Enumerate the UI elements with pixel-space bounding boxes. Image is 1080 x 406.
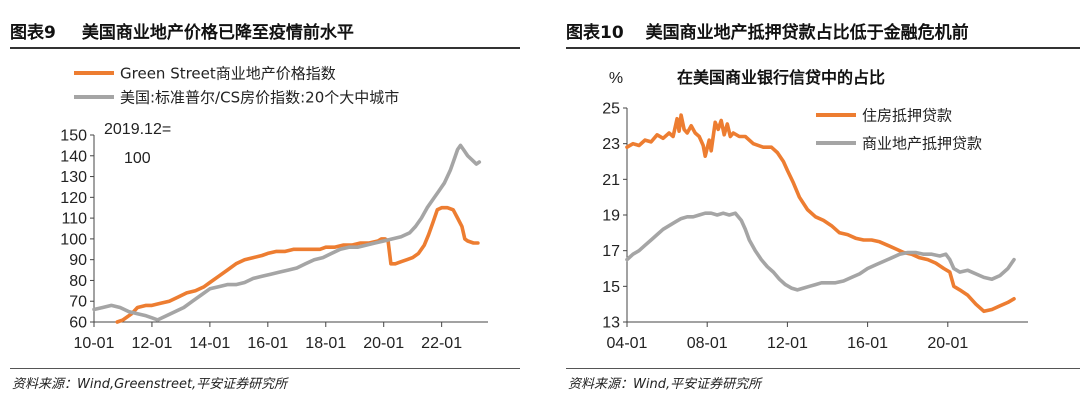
x-tick-label: 18-01 (305, 335, 346, 352)
legend-label: Green Street商业地产价格指数 (120, 65, 336, 83)
y-tick-label: 19 (602, 208, 620, 225)
y-unit-label: % (609, 70, 623, 87)
index-base-note: 2019.12= (104, 121, 171, 138)
figure-header: 图表10 美国商业地产抵押贷款占比低于金融危机前 (566, 14, 1080, 46)
y-tick-label: 120 (60, 190, 87, 207)
series-line (92, 143, 482, 322)
series-line (625, 113, 1016, 314)
legend-label: 商业地产抵押贷款 (862, 135, 982, 153)
legend-label: 美国:标准普尔/CS房价指数:20个大中城市 (120, 89, 399, 107)
x-tick-label: 22-01 (421, 335, 462, 352)
x-tick-label: 20-01 (927, 335, 968, 352)
figure-10-panel: 图表10 美国商业地产抵押贷款占比低于金融危机前 13 15 17 19 21 23 25 0… (556, 0, 1080, 406)
y-tick-label: 21 (602, 172, 620, 189)
loan-share-chart: 13 15 17 19 21 23 25 04-01 08-01 12-01 16-01 20-01 住… (602, 68, 1028, 352)
price-index-chart: 60 70 80 90 100 110 120 130 140 150 10-01 12-01 14-0… (60, 65, 488, 352)
y-tick-label: 130 (60, 169, 87, 186)
source-note: 资料来源：Wind,平安证券研究所 (568, 377, 762, 392)
y-tick-label: 90 (69, 252, 87, 269)
y-tick-label: 23 (602, 136, 620, 153)
x-tick-label: 04-01 (607, 335, 648, 352)
header-rule (10, 47, 520, 49)
figure-number: 图表10 (566, 22, 624, 43)
legend-label: 住房抵押贷款 (862, 107, 952, 125)
x-tick-label: 20-01 (363, 335, 404, 352)
figure-title: 美国商业地产抵押贷款占比低于金融危机前 (645, 22, 969, 43)
figure-header: 图表9 美国商业地产价格已降至疫情前水平 (10, 14, 520, 46)
index-base-note: 100 (124, 150, 151, 167)
x-tick-label: 08-01 (687, 335, 728, 352)
footer-rule (10, 368, 520, 369)
y-tick-label: 110 (61, 211, 87, 228)
x-tick-label: 12-01 (131, 335, 172, 352)
x-tick-label: 16-01 (247, 335, 288, 352)
x-tick-label: 12-01 (767, 335, 808, 352)
y-tick-label: 25 (602, 101, 620, 118)
figure-9-panel: 图表9 美国商业地产价格已降至疫情前水平 60 70 80 90 100 110 120 13… (0, 0, 520, 406)
y-tick-label: 60 (69, 315, 87, 332)
series-line (115, 205, 480, 324)
footer-rule (566, 368, 1080, 369)
figure-number: 图表9 (10, 22, 56, 43)
x-tick-label: 16-01 (847, 335, 888, 352)
y-tick-label: 13 (602, 315, 620, 332)
y-tick-label: 17 (602, 243, 620, 260)
figure-title: 美国商业地产价格已降至疫情前水平 (81, 22, 354, 43)
source-note: 资料来源：Wind,Greenstreet,平安证券研究所 (12, 377, 288, 392)
series-line (625, 211, 1016, 292)
y-tick-label: 70 (69, 294, 87, 311)
y-tick-label: 100 (60, 231, 87, 248)
header-rule (566, 47, 1080, 49)
x-tick-label: 10-01 (74, 335, 115, 352)
chart-title: 在美国商业银行信贷中的占比 (677, 68, 885, 87)
y-tick-label: 80 (69, 273, 87, 290)
x-tick-label: 14-01 (189, 335, 230, 352)
y-tick-label: 140 (60, 148, 87, 165)
y-tick-label: 150 (60, 128, 87, 145)
y-tick-label: 15 (602, 279, 620, 296)
